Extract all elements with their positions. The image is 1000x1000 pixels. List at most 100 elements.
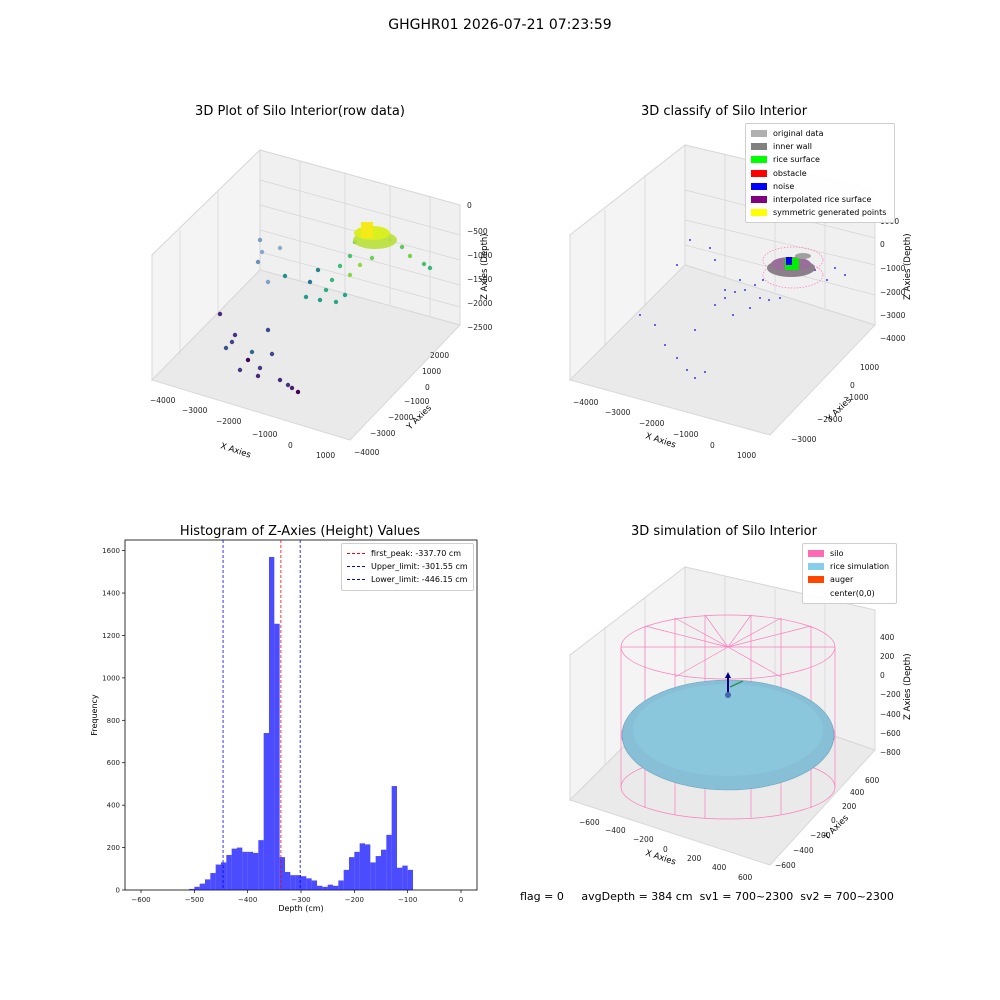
x-tick-label: −400 xyxy=(238,896,257,904)
noise-point xyxy=(689,239,691,241)
status-avg-depth: avgDepth = 384 cm xyxy=(581,890,693,903)
raw-data-point xyxy=(217,311,223,317)
histogram-bar xyxy=(317,885,323,890)
raw-data-point xyxy=(317,297,323,303)
raw-z-tick: −1500 xyxy=(467,275,493,284)
legend-item: inner wall xyxy=(751,140,889,153)
noise-point xyxy=(724,297,726,299)
status-sv1: sv1 = 700~2300 xyxy=(699,890,794,903)
classify-plot-title: 3D classify of Silo Interior xyxy=(640,104,808,119)
legend-swatch xyxy=(808,576,824,584)
cls-y-tick: 0 xyxy=(850,381,855,390)
raw-z-tick: −500 xyxy=(467,227,488,236)
raw-x-tick: −2000 xyxy=(216,417,242,426)
raw-data-point xyxy=(269,351,275,357)
histogram-bar xyxy=(285,871,291,890)
raw-data-point xyxy=(255,373,261,379)
noise-point xyxy=(768,299,770,301)
histogram-bar xyxy=(359,843,365,890)
raw-z-tick: −2500 xyxy=(467,323,493,332)
raw-data-point xyxy=(229,339,235,345)
x-tick-label: −600 xyxy=(131,896,150,904)
histogram-legend: first_peak: -337.70 cm Upper_limit: -301… xyxy=(341,543,474,591)
raw-y-tick: 2000 xyxy=(430,351,449,360)
noise-point xyxy=(739,279,741,281)
cls-x-tick: 0 xyxy=(710,441,715,450)
y-tick-label: 400 xyxy=(107,802,120,810)
simulation-3d-plot: −600 −400 −200 0 200 400 600 −600 −400 −… xyxy=(568,565,913,882)
raw-data-point xyxy=(399,244,405,250)
histogram-bar xyxy=(301,876,307,890)
raw-z-tick: −1000 xyxy=(467,251,493,260)
histogram-bar xyxy=(221,862,227,890)
noise-point xyxy=(826,279,828,281)
histogram-bar xyxy=(365,844,371,890)
legend-item: interpolated rice surface xyxy=(751,193,889,206)
histogram-bar xyxy=(322,886,328,890)
auger-marker xyxy=(725,672,744,698)
histogram-bar xyxy=(210,873,216,890)
noise-point xyxy=(709,247,711,249)
sim-z-tick: 0 xyxy=(880,671,885,680)
raw-points xyxy=(217,237,433,395)
legend-swatch xyxy=(751,182,767,190)
legend-item: Upper_limit: -301.55 cm xyxy=(347,560,468,573)
noise-point xyxy=(844,274,846,276)
status-line: flag = 0 avgDepth = 384 cm sv1 = 700~230… xyxy=(520,890,894,903)
sim-z-label: Z Axies (Depth) xyxy=(903,653,913,720)
noise-point xyxy=(724,289,726,291)
histogram-bar xyxy=(231,848,237,890)
raw-3d-plot: −4000 −3000 −2000 −1000 0 1000 −4000 −30… xyxy=(150,148,493,460)
legend-swatch xyxy=(808,563,824,571)
cls-x-tick: −4000 xyxy=(573,398,599,407)
raw-data-point xyxy=(337,263,343,269)
legend-item: first_peak: -337.70 cm xyxy=(347,547,468,560)
raw-z-label: Z Axies (Depth) xyxy=(480,233,490,300)
x-tick-label: −300 xyxy=(291,896,310,904)
histogram-bar xyxy=(402,865,408,890)
histogram-bar xyxy=(354,851,360,890)
raw-data-point xyxy=(277,245,283,251)
sim-z-tick: −400 xyxy=(880,710,901,719)
raw-data-point xyxy=(347,272,353,278)
raw-y-tick: 1000 xyxy=(422,367,441,376)
legend-line xyxy=(347,553,365,555)
classify-silo-cluster xyxy=(762,246,824,289)
histogram-bar xyxy=(386,834,392,890)
raw-data-point xyxy=(323,287,329,293)
y-tick-label: 0 xyxy=(116,887,120,895)
raw-z-tick: −2000 xyxy=(467,299,493,308)
cls-y-tick: −2000 xyxy=(817,415,843,424)
raw-data-point xyxy=(329,277,335,283)
legend-swatch xyxy=(751,196,767,204)
legend-item: center(0,0) xyxy=(808,587,891,600)
raw-data-point xyxy=(223,345,229,351)
legend-line xyxy=(347,566,365,568)
sim-x-tick: −400 xyxy=(605,826,626,835)
raw-data-point xyxy=(265,327,271,333)
legend-item: silo xyxy=(808,547,891,560)
raw-data-point xyxy=(289,385,295,391)
y-tick-label: 1600 xyxy=(102,547,120,555)
histogram-bar xyxy=(338,880,344,890)
sim-z-tick: 200 xyxy=(880,652,895,661)
noise-point xyxy=(754,284,756,286)
histogram-plot-area xyxy=(124,539,478,891)
raw-y-tick: −1000 xyxy=(404,397,430,406)
raw-data-point xyxy=(259,249,265,255)
noise-point xyxy=(762,279,764,281)
histogram-bar xyxy=(391,786,397,890)
status-sv2: sv2 = 700~2300 xyxy=(800,890,894,903)
raw-y-tick: −3000 xyxy=(370,429,396,438)
histogram-bar xyxy=(290,875,296,890)
cls-x-tick: −1000 xyxy=(673,430,699,439)
cls-y-tick: 1000 xyxy=(860,363,879,372)
raw-x-tick: −4000 xyxy=(150,396,176,405)
histogram-bar xyxy=(215,864,221,890)
raw-data-point xyxy=(257,237,263,243)
histogram-bar xyxy=(226,855,232,890)
legend-swatch xyxy=(808,590,824,597)
sim-y-label: Y Axies xyxy=(821,813,851,843)
histogram-bar xyxy=(349,857,355,890)
raw-data-point xyxy=(427,265,433,271)
